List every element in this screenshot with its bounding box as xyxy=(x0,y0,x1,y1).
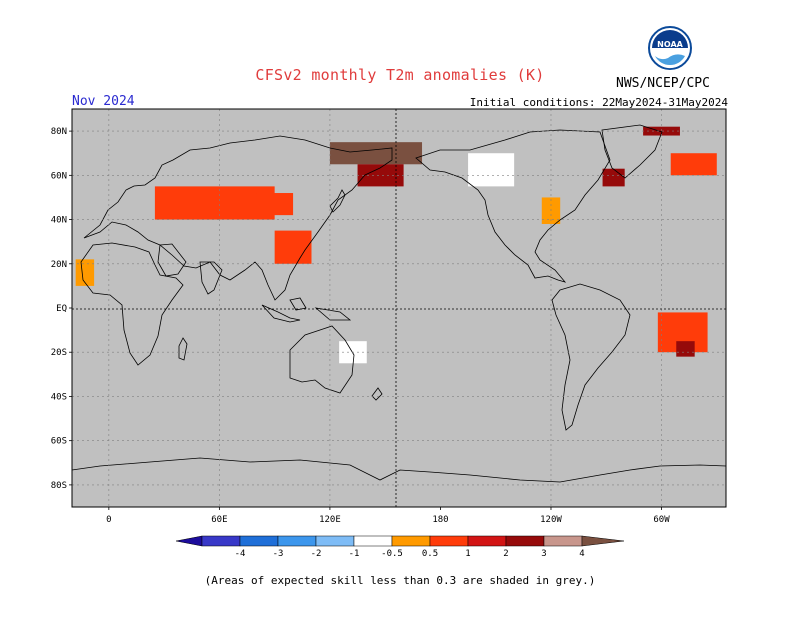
colorbar-label: 3 xyxy=(541,549,546,559)
colorbar-label: -0.5 xyxy=(381,549,403,559)
colorbar xyxy=(175,535,625,547)
lat-label: EQ xyxy=(56,304,67,314)
colorbar-box xyxy=(429,535,469,547)
agency-label: NWS/NCEP/CPC xyxy=(616,76,710,91)
anomaly-region-4 xyxy=(357,164,404,187)
lat-label: 40N xyxy=(51,216,67,226)
colorbar-box xyxy=(505,535,545,547)
initial-conditions: Initial conditions: 22May2024-31May2024 xyxy=(469,96,728,109)
longitude-labels: 0 60E 120E 180 120W 60W xyxy=(106,507,670,525)
map-title: CFSv2 monthly T2m anomalies (K) xyxy=(255,66,545,84)
lat-label: 80N xyxy=(51,127,67,137)
colorbar-min-arrow xyxy=(175,535,203,547)
lon-label: 60E xyxy=(211,515,227,525)
lon-label: 60W xyxy=(653,515,670,525)
anomaly-region-1 xyxy=(256,193,294,216)
lat-label: 60N xyxy=(51,171,67,181)
lat-label: 40S xyxy=(51,392,67,402)
colorbar-box xyxy=(467,535,507,547)
lon-label: 120E xyxy=(319,515,341,525)
colorbar-box xyxy=(391,535,431,547)
colorbar-box xyxy=(239,535,279,547)
anomaly-region-9 xyxy=(676,341,695,357)
noaa-logo-text: NOAA xyxy=(657,40,683,49)
anomaly-region-11 xyxy=(75,259,95,286)
colorbar-label: -4 xyxy=(235,549,246,559)
lat-label: 20N xyxy=(51,260,67,270)
anomaly-region-2 xyxy=(274,230,312,264)
colorbar-labels: -4 -3 -2 -1 -0.5 0.5 1 2 3 4 xyxy=(235,549,585,559)
colorbar-box xyxy=(353,535,393,547)
colorbar-max-arrow xyxy=(581,535,625,547)
colorbar-box xyxy=(277,535,317,547)
lon-label: 120W xyxy=(540,515,562,525)
anomaly-region-7 xyxy=(670,153,717,176)
lon-label: 180 xyxy=(432,515,448,525)
colorbar-label: -1 xyxy=(349,549,360,559)
graticule xyxy=(72,109,726,507)
coastlines xyxy=(71,124,727,483)
colorbar-label: 0.5 xyxy=(422,549,438,559)
colorbar-box xyxy=(201,535,241,547)
forecast-month: Nov 2024 xyxy=(72,94,135,109)
anomaly-region-3 xyxy=(329,142,423,165)
lat-label: 60S xyxy=(51,437,67,447)
anomaly-fills xyxy=(75,126,717,364)
anomaly-region-6 xyxy=(643,126,680,136)
lon-label: 0 xyxy=(106,515,111,525)
anomaly-region-5 xyxy=(602,168,625,187)
latitude-labels: 80N 60N 40N 20N EQ 20S 40S 60S 80S xyxy=(51,127,72,491)
noaa-logo: NOAA xyxy=(648,26,692,70)
colorbar-label: -3 xyxy=(273,549,284,559)
colorbar-box xyxy=(543,535,583,547)
colorbar-label: 2 xyxy=(503,549,508,559)
anomaly-region-0 xyxy=(154,186,275,220)
colorbar-label: 4 xyxy=(579,549,584,559)
colorbar-label: 1 xyxy=(465,549,470,559)
lat-label: 80S xyxy=(51,481,67,491)
neutral-region-0 xyxy=(468,153,515,187)
colorbar-box xyxy=(315,535,355,547)
lat-label: 20S xyxy=(51,348,67,358)
colorbar-label: -2 xyxy=(311,549,322,559)
footnote: (Areas of expected skill less than 0.3 a… xyxy=(204,574,596,587)
